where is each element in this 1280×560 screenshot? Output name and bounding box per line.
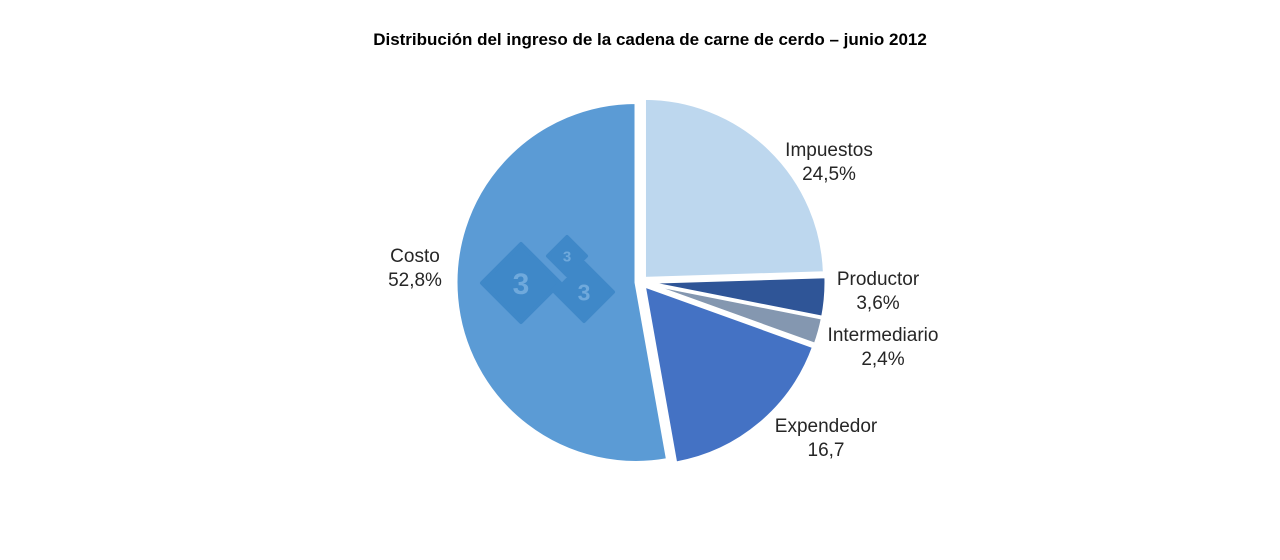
label-expendedor: Expendedor 16,7	[774, 416, 878, 461]
watermark-diamond: 3	[553, 261, 615, 323]
label-productor: Productor 3,6%	[836, 269, 920, 314]
label-impuestos: Impuestos 24,5%	[785, 140, 873, 185]
chart-title: Distribución del ingreso de la cadena de…	[373, 30, 927, 49]
watermark-diamond: 3	[546, 235, 588, 277]
label-costo: Costo 52,8%	[388, 246, 442, 291]
svg-text:3: 3	[578, 279, 591, 305]
slice-expendedor	[642, 283, 816, 465]
slice-impuestos	[642, 96, 826, 280]
watermark-diamond: 3	[480, 242, 562, 324]
label-intermediario: Intermediario 2,4%	[827, 325, 939, 370]
slice-intermediario	[645, 281, 825, 347]
svg-text:3: 3	[563, 248, 571, 265]
svg-text:3: 3	[513, 268, 530, 301]
